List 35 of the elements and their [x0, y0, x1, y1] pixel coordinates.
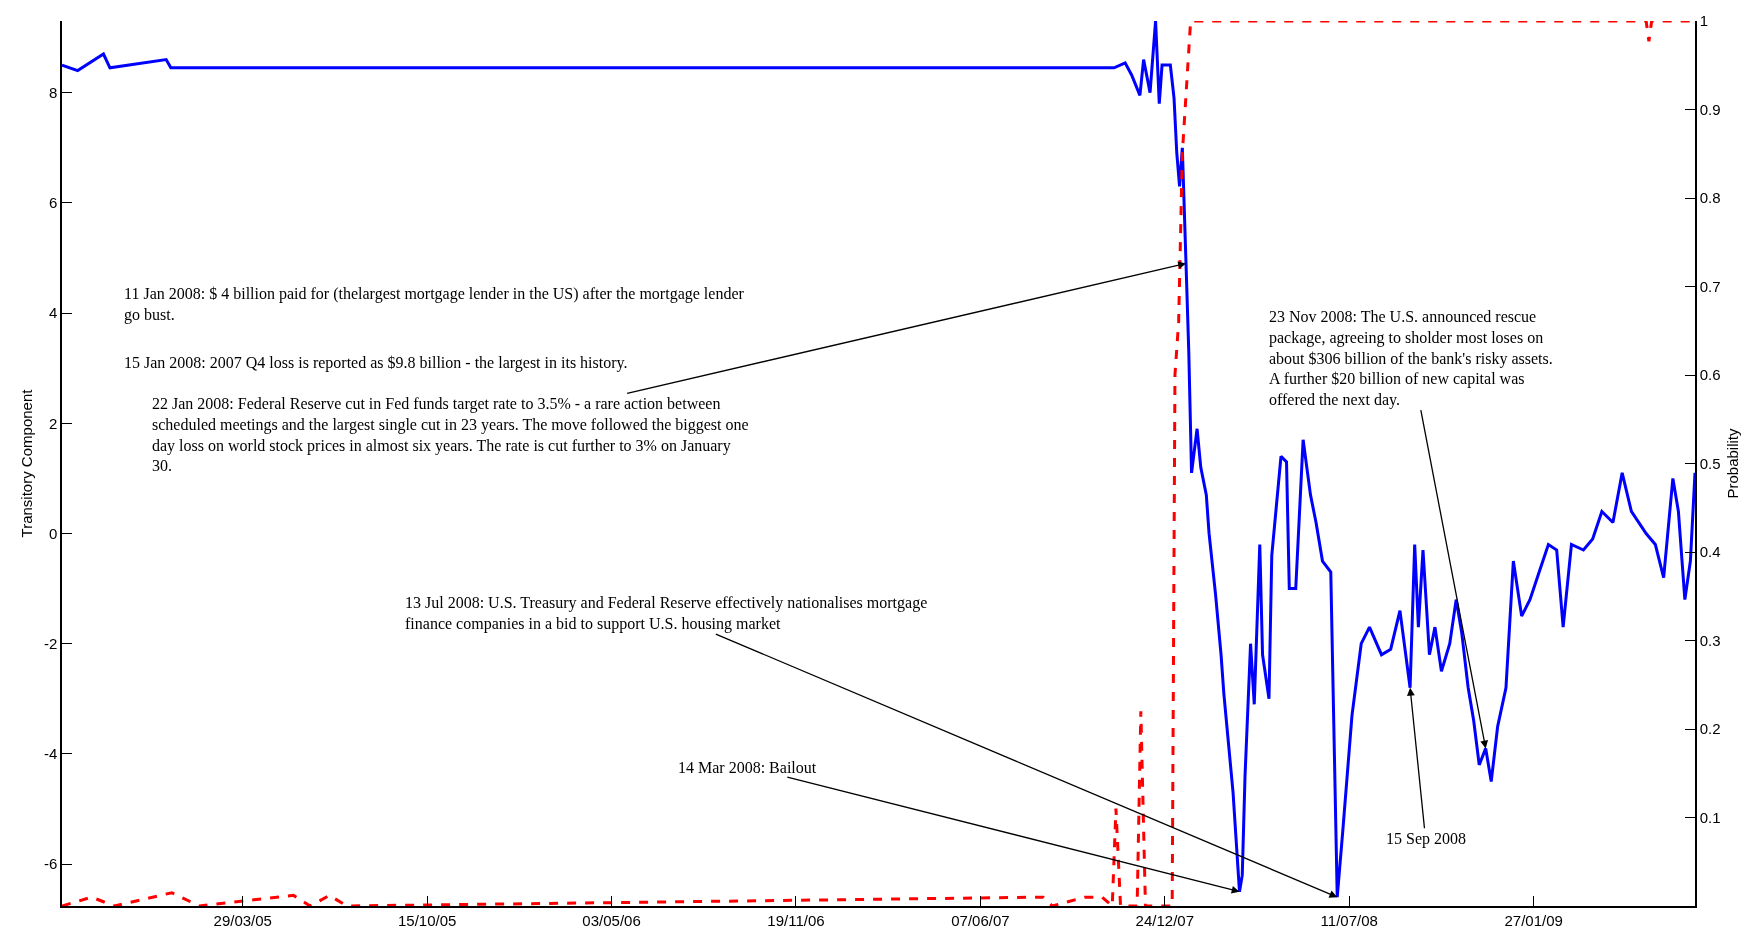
y2-axis-title: Probability — [1724, 427, 1742, 499]
annotation: 22 Jan 2008: Federal Reserve cut in Fed funds target rate to 3.5% - a rare action between scheduled meetings and the largest single cut in 23 years. The move followed the biggest one day loss on world stock prices in almost six years. The rate is cut further to 3% on January 30. — [152, 395, 749, 475]
y2-tick-label: 0.8 — [1699, 189, 1721, 207]
y-tick-label: 4 — [48, 304, 58, 322]
y-tick-label: -4 — [43, 745, 58, 763]
y2-tick-label: 0.1 — [1699, 808, 1721, 826]
y-tick-label: 8 — [48, 83, 58, 101]
y-tick-label: 2 — [48, 414, 58, 432]
x-tick-label: 19/11/06 — [767, 911, 825, 929]
y-tick-label: -6 — [43, 855, 58, 873]
annotation: 15 Jan 2008: 2007 Q4 loss is reported as $9.8 billion - the largest in its history. — [124, 354, 628, 372]
y2-tick-label: 0.4 — [1699, 543, 1721, 561]
x-tick-label: 24/12/07 — [1135, 911, 1195, 929]
x-tick-label: 15/10/05 — [397, 911, 457, 929]
y-tick-label: 0 — [48, 524, 58, 542]
x-tick-label: 27/01/09 — [1504, 911, 1563, 929]
annotation: 23 Nov 2008: The U.S. announced rescue package, agreeing to sholder most loses on about $306 billion of the bank's risky assets. A further $20 billion of new capital was offered the next day. — [1269, 308, 1553, 410]
annotation: 15 Sep 2008 — [1386, 830, 1466, 848]
y2-tick-label: 0.9 — [1699, 100, 1721, 118]
x-tick-label: 07/06/07 — [951, 911, 1010, 929]
y-axis-title: Transitory Component — [17, 388, 35, 538]
x-tick-label: 29/03/05 — [213, 911, 272, 929]
y-tick-label: 6 — [48, 194, 58, 212]
y2-tick-label: 0.6 — [1699, 366, 1721, 384]
y2-tick-label: 0.3 — [1699, 631, 1721, 649]
y-tick-label: -2 — [43, 634, 58, 652]
x-tick-label: 11/07/08 — [1320, 911, 1378, 929]
annotation: 11 Jan 2008: $ 4 billion paid for (thelargest mortgage lender in the US) after the mortgage lender go bust. — [124, 285, 745, 324]
annotation: 14 Mar 2008: Bailout — [678, 759, 817, 776]
x-tick-label: 03/05/06 — [582, 911, 641, 929]
y2-tick-label: 0.5 — [1699, 454, 1721, 472]
y2-tick-label: 1 — [1699, 12, 1709, 30]
y2-tick-label: 0.7 — [1699, 277, 1721, 295]
y2-tick-label: 0.2 — [1699, 720, 1721, 738]
annotation: 13 Jul 2008: U.S. Treasury and Federal Reserve effectively nationalises mortgage finance companies in a bid to support U.S. housing market — [405, 594, 928, 633]
